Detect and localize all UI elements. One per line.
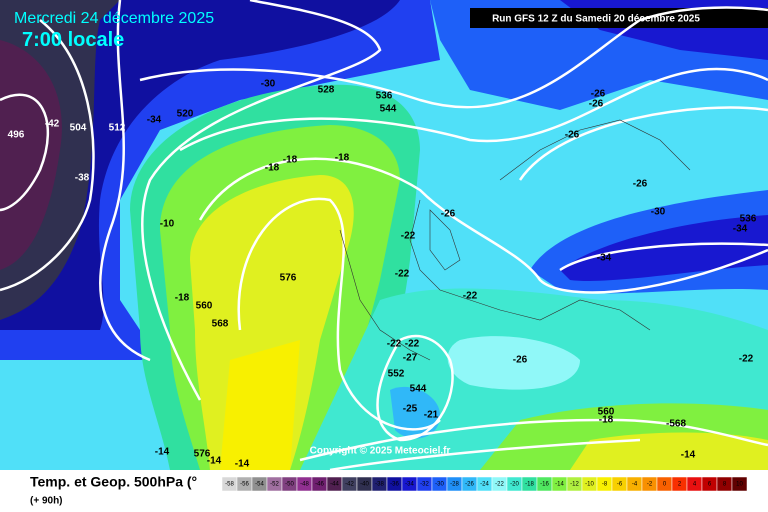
map-label: -14 (681, 450, 696, 461)
legend-label: -34 (405, 482, 414, 488)
map-label: 560 (598, 407, 615, 418)
legend-label: -50 (285, 482, 294, 488)
map-label: -34 (147, 115, 162, 126)
map-label: -26 (633, 179, 648, 190)
map-label: 528 (318, 85, 335, 96)
map-label: -18 (283, 155, 298, 166)
map-label: 544 (380, 104, 397, 115)
map-labels: 496-42 504 512-38-34520-30528536544-18-18-… (8, 79, 757, 470)
legend-label: -2 (647, 482, 653, 488)
run-info: Run GFS 12 Z du Samedi 20 décembre 2025 (492, 14, 700, 25)
legend-label: 4 (693, 482, 697, 488)
legend-label: -28 (450, 482, 459, 488)
map-label: -14 (207, 456, 222, 467)
map-label: -18 (175, 293, 190, 304)
map-label: -568 (666, 419, 686, 430)
map-label: 536 (376, 91, 393, 102)
map-label: -18 (599, 415, 614, 426)
legend-label: -6 (617, 482, 623, 488)
map-label: -34 (597, 253, 612, 264)
legend-label: -36 (390, 482, 399, 488)
legend-label: -48 (300, 482, 309, 488)
map-label: -14 (155, 447, 170, 458)
legend: -58 -56 -54 -52 -50 -48 -46 -44 -42 -40 -38 -36 -34-… (221, 476, 748, 492)
legend-label: -16 (540, 482, 549, 488)
map-label: -21 (424, 410, 439, 421)
legend-label: -4 (632, 482, 638, 488)
legend-label: -24 (480, 482, 489, 488)
legend-label: -32 (420, 482, 429, 488)
map-label: -34 (733, 224, 748, 235)
map-label: -26 (565, 130, 580, 141)
map-label: -26 (441, 209, 456, 220)
map-label: -14 (235, 459, 250, 470)
coastlines (339, 119, 691, 361)
legend-label: -12 (570, 482, 579, 488)
map-label: -26 (591, 89, 606, 100)
legend-label: 8 (723, 482, 727, 488)
map-label: -22 (387, 339, 402, 350)
map-label: 576 (280, 273, 297, 284)
map-label: -22 (395, 269, 410, 280)
legend-label: -10 (585, 482, 594, 488)
map-label: 568 (212, 319, 229, 330)
map-label: -18 (265, 163, 280, 174)
legend-label: -14 (555, 482, 564, 488)
map-label: -30 (261, 79, 276, 90)
map-label: -42 (45, 119, 60, 130)
legend-label: -44 (330, 482, 339, 488)
map-label: -18 (335, 153, 350, 164)
map-label: -22 (401, 231, 416, 242)
legend-label: 0 (663, 482, 667, 488)
map-label: -27 (403, 353, 418, 364)
legend-label: -42 (345, 482, 354, 488)
legend-label: -38 (375, 482, 384, 488)
legend-label: -8 (602, 482, 608, 488)
legend-label: -30 (435, 482, 444, 488)
map-label: 512 (109, 123, 126, 134)
forecast-date: Mercredi 24 décembre 2025 (14, 10, 214, 27)
map-label: 544 (410, 384, 427, 395)
map-label: -22 (463, 291, 478, 302)
map-label: -10 (160, 219, 175, 230)
legend-label: -22 (495, 482, 504, 488)
legend-label: -54 (255, 482, 264, 488)
legend-label: 10 (736, 482, 743, 488)
map-label: -22 (739, 354, 754, 365)
map-label: 560 (196, 301, 213, 312)
legend-label: -20 (510, 482, 519, 488)
map-label: 576 (194, 449, 211, 460)
map-label: -30 (651, 207, 666, 218)
legend-label: -18 (525, 482, 534, 488)
legend-label: -58 (225, 482, 234, 488)
map-label: 552 (388, 369, 405, 380)
map-label: -22 (405, 339, 420, 350)
legend-label: -46 (315, 482, 324, 488)
map-label: 536 (740, 214, 757, 225)
legend-label: -26 (465, 482, 474, 488)
footer-title: Temp. et Geop. 500hPa (° (30, 474, 197, 490)
copyright: Copyright © 2025 Meteociel.fr (310, 446, 451, 457)
legend-label: -40 (360, 482, 369, 488)
map-label: 496 (8, 130, 25, 141)
forecast-time: 7:00 locale (22, 29, 124, 51)
map-label: -25 (403, 404, 418, 415)
legend-label: -52 (270, 482, 279, 488)
contours (0, 0, 768, 462)
footer-lead: (+ 90h) (30, 496, 63, 507)
map-label: 520 (177, 109, 194, 120)
map-background (0, 0, 768, 470)
legend-swatch (731, 476, 748, 492)
map-label: -26 (589, 99, 604, 110)
map-label: -26 (513, 355, 528, 366)
map-label: -38 (75, 173, 90, 184)
legend-label: 2 (678, 482, 682, 488)
legend-label: -56 (240, 482, 249, 488)
map-label: 504 (70, 123, 87, 134)
legend-label: 6 (708, 482, 712, 488)
